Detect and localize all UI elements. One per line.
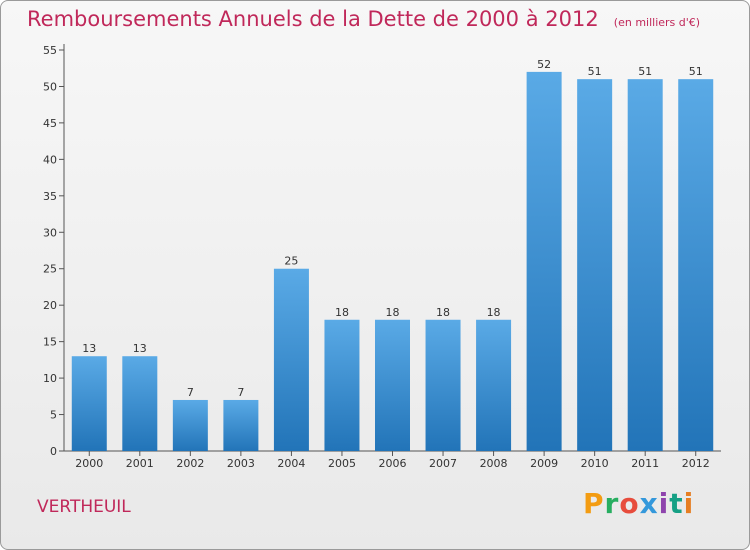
y-tick-label: 55 bbox=[43, 44, 57, 57]
data-label-2008: 18 bbox=[487, 306, 501, 319]
x-tick-label: 2006 bbox=[379, 457, 407, 470]
bar-2006 bbox=[375, 319, 410, 451]
data-label-2012: 51 bbox=[689, 65, 703, 78]
data-label-2003: 7 bbox=[237, 386, 244, 399]
x-tick-label: 2005 bbox=[328, 457, 356, 470]
bar-2004 bbox=[273, 268, 309, 451]
y-tick-label: 10 bbox=[43, 372, 57, 385]
data-label-2006: 18 bbox=[386, 306, 400, 319]
logo-letter: x bbox=[639, 487, 659, 520]
x-tick-label: 2002 bbox=[176, 457, 204, 470]
commune-name: VERTHEUIL bbox=[37, 497, 131, 517]
chart-title: Remboursements Annuels de la Dette de 20… bbox=[27, 7, 599, 31]
bar-2011 bbox=[627, 79, 663, 451]
data-label-2004: 25 bbox=[284, 255, 298, 268]
logo-letter: P bbox=[583, 487, 605, 520]
bar-2007 bbox=[425, 319, 461, 451]
y-tick-label: 20 bbox=[43, 299, 57, 312]
logo-letter: i bbox=[658, 487, 670, 520]
data-label-2002: 7 bbox=[187, 386, 194, 399]
bars bbox=[71, 71, 714, 451]
bar-2000 bbox=[71, 356, 107, 451]
data-label-2001: 13 bbox=[133, 342, 147, 355]
x-tick-label: 2012 bbox=[682, 457, 710, 470]
title-row: Remboursements Annuels de la Dette de 20… bbox=[27, 7, 700, 31]
y-tick-label: 40 bbox=[43, 153, 57, 166]
data-label-2005: 18 bbox=[335, 306, 349, 319]
logo-letter: i bbox=[683, 487, 695, 520]
y-tick-label: 25 bbox=[43, 263, 57, 276]
labels: 2000 13 2001 13 2002 7 2003 7 2004 25 2005 18 2006 18… bbox=[75, 58, 709, 470]
y-tick-label: 35 bbox=[43, 190, 57, 203]
x-tick-label: 2010 bbox=[581, 457, 609, 470]
bar-2009 bbox=[526, 71, 562, 451]
data-label-2010: 51 bbox=[588, 65, 602, 78]
x-tick-label: 2011 bbox=[631, 457, 659, 470]
bar-2012 bbox=[678, 79, 714, 451]
y-tick-label: 45 bbox=[43, 117, 57, 130]
y-tick-label: 15 bbox=[43, 336, 57, 349]
bar-2008 bbox=[476, 319, 512, 451]
data-label-2007: 18 bbox=[436, 306, 450, 319]
x-tick-label: 2007 bbox=[429, 457, 457, 470]
data-label-2009: 52 bbox=[537, 58, 551, 71]
data-label-2000: 13 bbox=[82, 342, 96, 355]
x-tick-label: 2008 bbox=[480, 457, 508, 470]
data-label-2011: 51 bbox=[638, 65, 652, 78]
logo-letter: r bbox=[604, 487, 620, 520]
bar-2003 bbox=[223, 399, 259, 451]
y-tick-label: 5 bbox=[50, 409, 57, 422]
logo-letter: t bbox=[669, 487, 684, 520]
y-tick-label: 50 bbox=[43, 80, 57, 93]
x-tick-label: 2000 bbox=[75, 457, 103, 470]
x-tick-label: 2003 bbox=[227, 457, 255, 470]
bar-2002 bbox=[172, 399, 208, 451]
proxiti-logo[interactable]: Proxiti bbox=[583, 487, 694, 520]
x-tick-label: 2001 bbox=[126, 457, 154, 470]
x-tick-label: 2004 bbox=[277, 457, 305, 470]
y-tick-label: 0 bbox=[50, 445, 57, 458]
bar-2001 bbox=[122, 356, 158, 451]
x-tick-label: 2009 bbox=[530, 457, 558, 470]
logo-letter: o bbox=[619, 487, 640, 520]
chart-unit: (en milliers d'€) bbox=[613, 16, 701, 29]
bar-2005 bbox=[324, 319, 360, 451]
y-tick-label: 30 bbox=[43, 226, 57, 239]
bar-2010 bbox=[577, 79, 613, 451]
